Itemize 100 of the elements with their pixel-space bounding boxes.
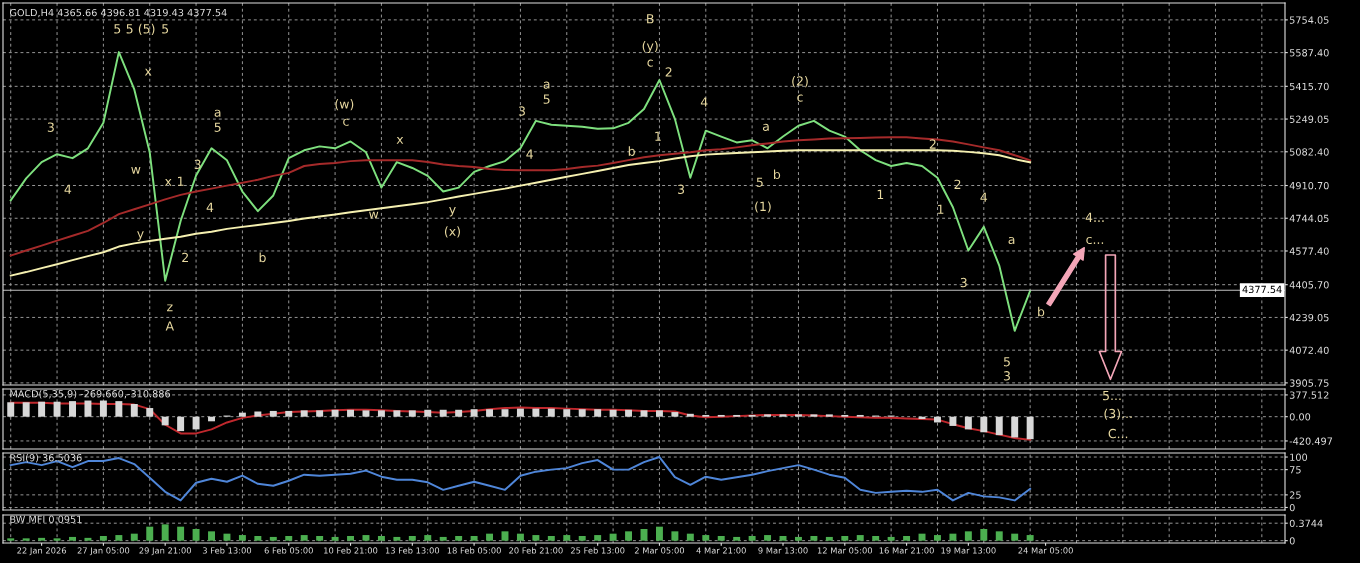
annotation: 2 <box>929 139 936 149</box>
bar <box>69 401 76 417</box>
annotation: 4 <box>980 192 988 202</box>
annotation: b <box>774 169 781 180</box>
bar <box>686 413 694 417</box>
bar <box>655 410 663 417</box>
x-tick-label: 19 Mar 13:00 <box>941 547 996 554</box>
chart-title: MACD(5,35,9) -269.660,-310.886 <box>10 389 171 399</box>
bar <box>377 410 385 417</box>
annotation: (y) <box>642 40 658 54</box>
y-tick-label: 0.3744 <box>1289 519 1323 528</box>
bar <box>810 414 818 417</box>
annotation: 3 <box>518 106 525 116</box>
annotation: (2) <box>792 76 808 88</box>
y-tick-label: 75 <box>1289 466 1301 474</box>
bar <box>38 401 46 417</box>
bar <box>69 536 76 541</box>
bar <box>949 533 957 541</box>
bar <box>285 410 293 417</box>
bar <box>933 535 941 541</box>
annotation: 4 <box>206 202 214 212</box>
y-tick-label: 5587.40 <box>1289 49 1329 57</box>
annotation: 5 <box>756 177 763 187</box>
bar <box>300 535 308 541</box>
bar <box>223 533 231 541</box>
bar <box>748 536 756 541</box>
bar <box>269 410 277 417</box>
annotation: a <box>762 123 769 131</box>
annotation: (w) <box>335 99 354 111</box>
bar <box>516 533 524 541</box>
bar <box>547 408 555 417</box>
y-tick-label: 4405.70 <box>1289 281 1329 289</box>
bar <box>671 531 679 541</box>
bar <box>439 409 447 417</box>
annotation: 3 <box>194 159 201 170</box>
bar <box>99 400 107 417</box>
y-tick-label: 0.00 <box>1289 413 1311 421</box>
bar <box>625 531 633 541</box>
bar <box>609 409 617 417</box>
bar <box>84 400 92 417</box>
bar <box>455 536 463 541</box>
bar <box>146 408 154 417</box>
bar <box>393 536 401 541</box>
x-tick-label: 9 Mar 13:00 <box>758 547 808 554</box>
chart-title: BW MFI 0.0951 <box>10 515 82 523</box>
x-tick-label: 13 Feb 13:00 <box>385 547 440 554</box>
annotation: z <box>167 304 173 312</box>
bar <box>424 535 432 541</box>
bar <box>177 526 185 541</box>
bar <box>347 536 355 541</box>
bar <box>1026 535 1034 541</box>
annotation: 5 <box>1003 357 1010 367</box>
annotation: a <box>214 109 221 117</box>
bar <box>424 409 432 417</box>
bar <box>671 412 679 417</box>
bar <box>810 536 818 541</box>
annotation: c <box>797 94 803 102</box>
annotation: y <box>449 207 456 217</box>
annotation: C... <box>1108 428 1128 439</box>
annotation: 2 <box>665 67 672 77</box>
line-series <box>9 51 1032 332</box>
bar <box>501 409 509 417</box>
annotation: 5 <box>114 24 121 34</box>
bar <box>856 535 864 541</box>
annotation: 3 <box>678 184 685 194</box>
annotation: c <box>647 59 653 67</box>
annotation: w <box>369 211 379 219</box>
y-tick-label: 5754.05 <box>1289 16 1329 24</box>
bar <box>578 409 586 417</box>
bar <box>594 409 602 417</box>
annotation: x <box>164 178 172 186</box>
text: GOLD,H4 4365.66 4396.81 4319.43 4377.54 <box>9 8 227 18</box>
bar <box>84 537 92 541</box>
y-tick-label: 25 <box>1289 491 1301 499</box>
x-tick-label: 29 Jan 21:00 <box>139 547 192 556</box>
x-tick-label: 20 Feb 21:00 <box>509 547 563 554</box>
bar <box>130 533 138 541</box>
bar <box>532 535 540 541</box>
bar <box>455 409 463 417</box>
bar <box>872 536 880 541</box>
y-tick-label: 5082.40 <box>1289 148 1329 156</box>
bar <box>300 410 308 417</box>
annotation: 5 <box>214 122 221 132</box>
bar <box>470 536 478 541</box>
annotation: 1 <box>655 131 661 141</box>
annotation: 4 <box>526 149 533 159</box>
bar <box>130 404 138 417</box>
x-tick-label: 18 Feb 05:00 <box>447 547 501 554</box>
annotation: w <box>131 166 141 174</box>
bar <box>779 414 787 417</box>
chart-title: RSI(9) 36.5036 <box>10 453 82 463</box>
bar <box>887 536 895 541</box>
y-tick-label: 0 <box>1289 503 1295 512</box>
bar <box>7 538 15 541</box>
annotation: c <box>343 118 349 126</box>
bar <box>686 533 694 541</box>
x-tick-label: 10 Feb 21:00 <box>324 547 378 554</box>
x-tick-label: 25 Feb 13:00 <box>570 547 625 554</box>
bar <box>269 536 277 541</box>
annotation: 5 <box>162 24 169 34</box>
